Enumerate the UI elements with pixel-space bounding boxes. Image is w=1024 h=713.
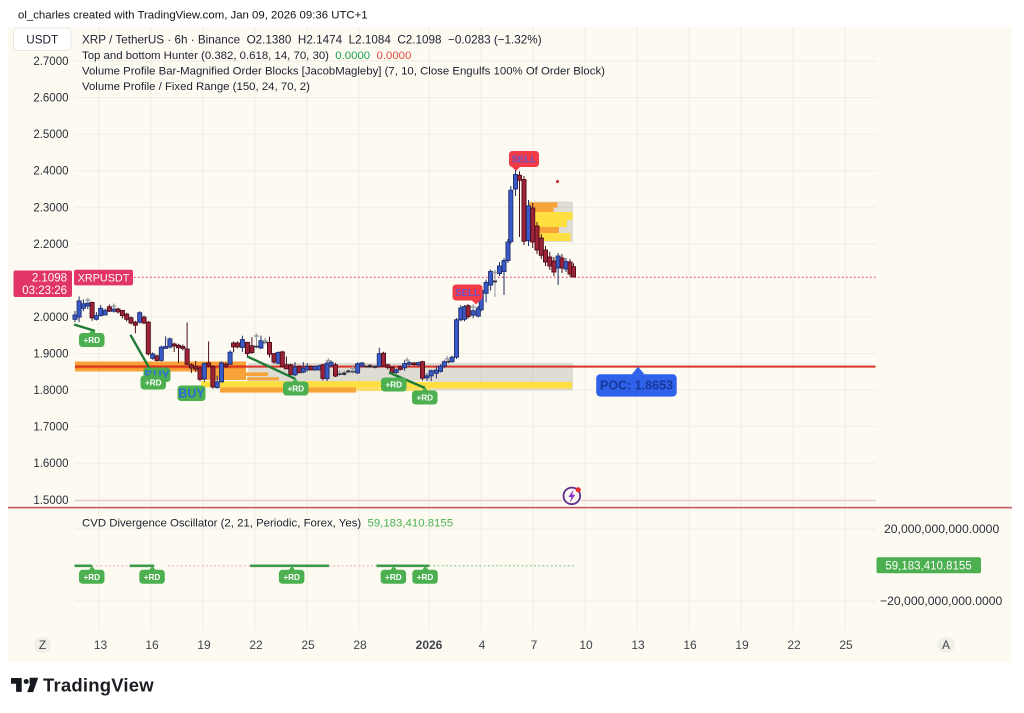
svg-text:Volume Profile Bar-Magnified O: Volume Profile Bar-Magnified Order Block… [82, 65, 605, 77]
svg-text:TradingView: TradingView [43, 675, 154, 696]
svg-text:2.1098: 2.1098 [32, 273, 67, 285]
svg-text:+RD: +RD [83, 336, 100, 345]
svg-text:13: 13 [94, 638, 108, 652]
svg-text:BUY: BUY [178, 387, 205, 401]
svg-text:+RD: +RD [287, 385, 304, 394]
svg-text:−20,000,000,000.0000: −20,000,000,000.0000 [880, 594, 1003, 608]
svg-text:1.9000: 1.9000 [33, 349, 68, 361]
svg-text:2.5000: 2.5000 [33, 129, 68, 141]
svg-text:13: 13 [631, 638, 645, 652]
svg-text:+RD: +RD [83, 573, 100, 582]
svg-text:+RD: +RD [385, 381, 402, 390]
svg-text:7: 7 [531, 638, 538, 652]
svg-text:2.4000: 2.4000 [33, 166, 68, 178]
svg-text:28: 28 [353, 638, 367, 652]
svg-text:Z: Z [39, 638, 46, 652]
svg-text:2.2000: 2.2000 [33, 239, 68, 251]
svg-text:19: 19 [735, 638, 749, 652]
svg-text:16: 16 [145, 638, 159, 652]
svg-text:59,183,410.8155: 59,183,410.8155 [885, 560, 971, 572]
svg-text:USDT: USDT [26, 34, 58, 47]
svg-text:ol_charles created with Tradin: ol_charles created with TradingView.com,… [18, 10, 368, 22]
svg-text:+RD: +RD [416, 394, 433, 403]
svg-text:2.7000: 2.7000 [33, 56, 68, 68]
svg-text:2.3000: 2.3000 [33, 202, 68, 214]
svg-text:CVD Divergence Oscillator (2,: CVD Divergence Oscillator (2, 21, Period… [82, 518, 453, 530]
svg-text:2.6000: 2.6000 [33, 93, 68, 105]
svg-text:SELL: SELL [455, 288, 480, 299]
svg-text:25: 25 [839, 638, 853, 652]
svg-text:03:23:26: 03:23:26 [22, 285, 67, 297]
svg-text:POC: 1.8653: POC: 1.8653 [600, 378, 673, 392]
svg-text:1.8000: 1.8000 [33, 385, 68, 397]
svg-text:+RD: +RD [417, 573, 434, 582]
svg-text:2026: 2026 [416, 638, 443, 652]
svg-text:+RD: +RD [283, 573, 300, 582]
svg-text:1.5000: 1.5000 [33, 495, 68, 507]
svg-text:10: 10 [579, 638, 593, 652]
svg-text:XRP / TetherUS · 6h · Binance: XRP / TetherUS · 6h · Binance O2.1380 H2… [82, 34, 542, 47]
svg-text:+RD: +RD [385, 573, 402, 582]
svg-text:22: 22 [787, 638, 801, 652]
svg-text:SELL: SELL [511, 155, 536, 166]
svg-text:22: 22 [249, 638, 263, 652]
svg-text:XRPUSDT: XRPUSDT [78, 272, 130, 284]
svg-text:19: 19 [197, 638, 211, 652]
svg-text:25: 25 [301, 638, 315, 652]
svg-text:20,000,000,000.0000: 20,000,000,000.0000 [884, 522, 999, 536]
svg-text:Top and bottom Hunter (0.382,: Top and bottom Hunter (0.382, 0.618, 14,… [82, 50, 411, 62]
svg-text:+RD: +RD [144, 573, 161, 582]
svg-text:2.0000: 2.0000 [33, 312, 68, 324]
svg-text:4: 4 [479, 638, 486, 652]
svg-text:1.6000: 1.6000 [33, 458, 68, 470]
svg-text:1.7000: 1.7000 [33, 422, 68, 434]
svg-text:Volume Profile / Fixed Range (: Volume Profile / Fixed Range (150, 24, 7… [82, 81, 310, 93]
svg-text:+RD: +RD [145, 379, 162, 388]
svg-text:A: A [942, 638, 950, 652]
svg-text:16: 16 [683, 638, 697, 652]
